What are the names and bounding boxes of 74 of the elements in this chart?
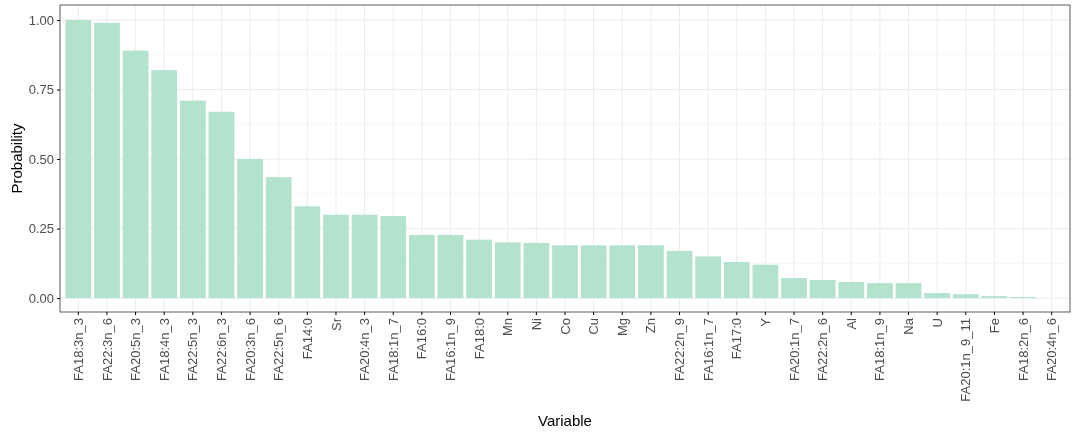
x-tick-label: FA18:3n_3 (70, 318, 86, 381)
x-tick-label: Fe (986, 318, 1002, 334)
x-tick-label: FA22:3n_6 (99, 318, 115, 381)
x-tick-label: Mg (614, 318, 630, 337)
x-tick-label: Cu (586, 318, 602, 335)
bar (437, 234, 464, 299)
x-tick-label: FA20:4n_3 (357, 318, 373, 381)
y-axis-title: Probability (8, 122, 25, 194)
bar (179, 100, 206, 299)
y-tick-label: 0.75 (28, 82, 54, 98)
x-tick-label: FA14:0 (299, 318, 315, 360)
bar (838, 281, 865, 299)
bar (895, 283, 922, 299)
bar (294, 206, 321, 299)
x-tick-label: U (929, 318, 945, 328)
x-tick-label: Ni (528, 317, 544, 331)
bar (351, 214, 378, 299)
bar (666, 250, 693, 299)
bar (752, 264, 779, 299)
x-tick-label: Y (757, 317, 773, 327)
x-tick-label: FA18:4n_3 (156, 318, 172, 381)
x-tick-label: FA18:0 (471, 318, 487, 360)
y-tick-label: 1.00 (28, 12, 54, 28)
x-tick-label: Co (557, 318, 573, 335)
bar (609, 245, 636, 299)
x-tick-label: FA22:2n_9 (672, 318, 688, 381)
bar (94, 22, 120, 299)
bar (466, 239, 492, 299)
bar (809, 280, 836, 299)
x-tick-label: FA20:5n_3 (128, 318, 144, 381)
bar (523, 243, 550, 299)
bar (151, 70, 178, 299)
y-tick-label: 0.50 (28, 151, 54, 167)
bar (65, 20, 92, 299)
x-tick-label: FA18:1n_9 (872, 318, 888, 381)
x-tick-label: FA22:6n_3 (214, 318, 230, 381)
x-tick-label: FA22:5n_6 (271, 318, 287, 381)
bar (122, 50, 149, 299)
x-tick-label: FA18:2n_6 (1015, 318, 1031, 381)
x-tick-label: Na (901, 317, 917, 335)
x-tick-label: FA20:4n_6 (1044, 318, 1060, 381)
x-tick-label: Zn (643, 318, 659, 334)
bar (494, 242, 521, 299)
bar (237, 159, 263, 299)
x-tick-label: FA22:2n_6 (815, 318, 831, 381)
x-axis-title: Variable (538, 412, 592, 429)
x-tick-label: FA20:1n_9_11 (958, 318, 974, 402)
bar (208, 111, 235, 299)
bar (552, 245, 578, 299)
y-tick-label: 0.00 (28, 290, 54, 306)
bar (408, 234, 435, 299)
bar (265, 177, 292, 299)
bar (924, 293, 951, 299)
x-tick-label: FA16:1n_9 (443, 318, 459, 381)
x-tick-label: FA16:1n_7 (700, 318, 716, 381)
bar (638, 245, 664, 299)
bar (867, 283, 893, 299)
bar (952, 294, 979, 299)
bar (695, 256, 722, 299)
x-tick-label: Mn (500, 318, 516, 337)
x-tick-label: FA16:0 (414, 318, 430, 360)
x-tick-label: Al (843, 317, 859, 330)
y-tick-label: 0.25 (28, 221, 54, 237)
x-tick-label: Sr (328, 317, 344, 331)
x-tick-label: FA18:1n_7 (385, 318, 401, 381)
x-tick-label: FA20:3n_6 (242, 318, 258, 381)
bar (723, 261, 750, 299)
bar (380, 216, 407, 299)
bar (781, 278, 807, 299)
bar (580, 245, 607, 299)
x-tick-label: FA20:1n_7 (786, 318, 802, 381)
bar (323, 214, 349, 299)
x-tick-label: FA17:0 (729, 318, 745, 360)
x-tick-label: FA22:5n_3 (185, 318, 201, 381)
